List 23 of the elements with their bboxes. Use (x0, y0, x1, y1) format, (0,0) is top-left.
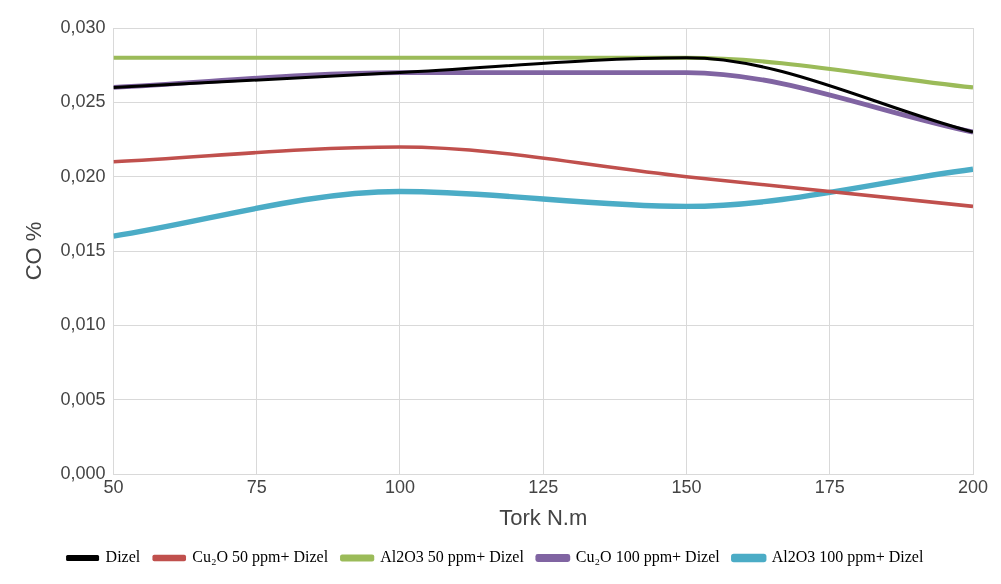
line-series (113, 56, 973, 134)
legend-label: Cu₂O 50 ppm+ Dizel (192, 548, 329, 567)
x-tick-label: 100 (384, 476, 415, 497)
x-tick-label: 200 (957, 476, 989, 497)
y-tick-label: 0,010 (60, 314, 106, 335)
x-tick-label: 125 (528, 476, 559, 497)
y-tick-label: 0,020 (60, 165, 106, 186)
legend-label: Al2O3 100 ppm+ Dizel (771, 548, 924, 567)
x-axis-title: Tork N.m (499, 504, 588, 530)
y-tick-label: 0,015 (60, 239, 106, 260)
x-tick-label: 75 (246, 476, 267, 497)
legend-label: Al2O3 50 ppm+ Dizel (380, 548, 525, 567)
x-tick-label: 175 (814, 476, 845, 497)
y-tick-label: 0,000 (60, 462, 106, 483)
line-series (113, 145, 973, 209)
x-tick-label: 150 (671, 476, 702, 497)
legend-label: Cu₂O 100 ppm+ Dizel (575, 548, 721, 567)
legend-label: Dizel (105, 548, 141, 566)
y-tick-label: 0,030 (60, 16, 106, 37)
y-tick-label: 0,025 (60, 91, 106, 112)
x-tick-label: 50 (103, 476, 124, 497)
y-tick-label: 0,005 (60, 388, 106, 409)
y-axis-title: CO % (21, 221, 47, 281)
